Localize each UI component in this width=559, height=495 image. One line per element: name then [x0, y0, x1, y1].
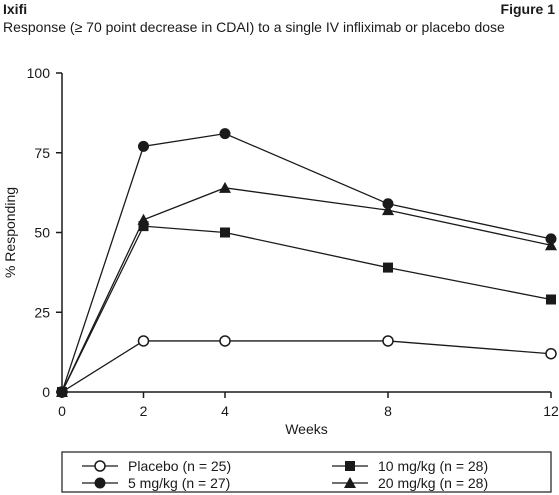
- x-tick-label: 4: [221, 403, 229, 419]
- data-point-series-2: [546, 294, 556, 305]
- legend-marker: [344, 477, 356, 488]
- legend-entry: Placebo (n = 25): [128, 458, 231, 474]
- y-tick-label: 50: [34, 225, 50, 241]
- chart-subtitle: Response (≥ 70 point decrease in CDAI) t…: [3, 19, 505, 35]
- legend-marker: [345, 461, 355, 471]
- data-point-series-3: [219, 181, 231, 193]
- y-tick-label: 25: [34, 304, 50, 320]
- legend-marker: [94, 477, 106, 489]
- x-tick-label: 0: [58, 403, 66, 419]
- legend-entry: 20 mg/kg (n = 28): [378, 475, 488, 491]
- x-tick-label: 12: [543, 403, 559, 419]
- series-line-1: [61, 132, 552, 393]
- data-point-series-3: [137, 213, 150, 225]
- x-tick-label: 8: [384, 403, 392, 419]
- legend-entry: 5 mg/kg (n = 27): [128, 475, 230, 491]
- legend-box: [61, 451, 552, 493]
- legend-marker: [94, 460, 106, 472]
- series-line-0: [61, 340, 552, 393]
- x-tick-label: 2: [140, 403, 148, 419]
- data-point-series-2: [138, 221, 149, 232]
- y-tick-label: 100: [27, 65, 51, 81]
- data-point-series-1: [138, 140, 149, 152]
- data-point-series-2: [383, 262, 393, 273]
- data-point-series-2: [220, 227, 230, 238]
- legend-entry: 10 mg/kg (n = 28): [378, 458, 488, 474]
- series-line-3: [61, 187, 552, 393]
- y-axis-label: % Responding: [2, 187, 18, 278]
- data-point-series-1: [219, 128, 231, 140]
- y-tick-label: 75: [34, 145, 50, 161]
- figure-label: Figure 1: [500, 1, 555, 17]
- data-point-series-0: [219, 335, 231, 347]
- data-point-series-0: [545, 347, 557, 360]
- series-line-2: [61, 225, 552, 393]
- data-point-series-3: [382, 204, 394, 216]
- data-point-series-0: [382, 335, 394, 347]
- data-point-series-0: [137, 335, 150, 347]
- data-point-series-3: [56, 386, 68, 397]
- drug-name: Ixifi: [3, 1, 28, 17]
- y-tick-label: 0: [42, 384, 50, 400]
- x-axis-label: Weeks: [285, 421, 328, 437]
- data-point-series-3: [545, 239, 557, 251]
